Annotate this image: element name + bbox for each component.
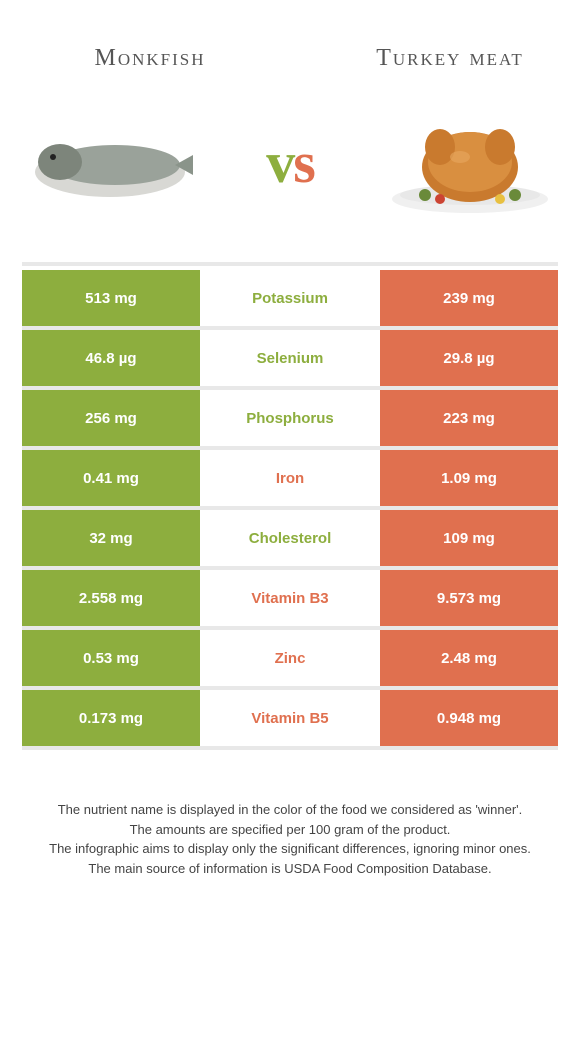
value-left: 46.8 µg xyxy=(22,330,200,386)
value-left: 2.558 mg xyxy=(22,570,200,626)
footer-line: The main source of information is USDA F… xyxy=(20,859,560,879)
nutrient-table: 513 mgPotassium239 mg46.8 µgSelenium29.8… xyxy=(22,262,558,750)
value-right: 29.8 µg xyxy=(380,330,558,386)
nutrient-row: 2.558 mgVitamin B39.573 mg xyxy=(22,566,558,626)
titles-row: Monkfish Turkey meat xyxy=(0,0,580,82)
value-right: 223 mg xyxy=(380,390,558,446)
vs-label: vs xyxy=(266,129,314,196)
nutrient-name: Potassium xyxy=(200,270,380,326)
hero-row: vs xyxy=(0,82,580,262)
value-right: 109 mg xyxy=(380,510,558,566)
nutrient-name: Selenium xyxy=(200,330,380,386)
nutrient-name: Vitamin B5 xyxy=(200,690,380,746)
nutrient-name: Iron xyxy=(200,450,380,506)
value-left: 513 mg xyxy=(22,270,200,326)
value-right: 9.573 mg xyxy=(380,570,558,626)
vs-s: s xyxy=(293,130,314,195)
nutrient-row: 256 mgPhosphorus223 mg xyxy=(22,386,558,446)
value-left: 0.41 mg xyxy=(22,450,200,506)
footer-line: The amounts are specified per 100 gram o… xyxy=(20,820,560,840)
nutrient-name: Cholesterol xyxy=(200,510,380,566)
food-right-title: Turkey meat xyxy=(360,45,540,72)
value-left: 32 mg xyxy=(22,510,200,566)
food-right-image xyxy=(380,102,560,222)
value-right: 1.09 mg xyxy=(380,450,558,506)
nutrient-name: Vitamin B3 xyxy=(200,570,380,626)
footer-notes: The nutrient name is displayed in the co… xyxy=(0,800,580,878)
nutrient-row: 32 mgCholesterol109 mg xyxy=(22,506,558,566)
nutrient-name: Zinc xyxy=(200,630,380,686)
value-left: 0.173 mg xyxy=(22,690,200,746)
nutrient-row: 513 mgPotassium239 mg xyxy=(22,266,558,326)
footer-line: The nutrient name is displayed in the co… xyxy=(20,800,560,820)
nutrient-row: 46.8 µgSelenium29.8 µg xyxy=(22,326,558,386)
value-right: 2.48 mg xyxy=(380,630,558,686)
value-right: 0.948 mg xyxy=(380,690,558,746)
nutrient-row: 0.173 mgVitamin B50.948 mg xyxy=(22,686,558,746)
value-left: 256 mg xyxy=(22,390,200,446)
nutrient-name: Phosphorus xyxy=(200,390,380,446)
value-right: 239 mg xyxy=(380,270,558,326)
value-left: 0.53 mg xyxy=(22,630,200,686)
footer-line: The infographic aims to display only the… xyxy=(20,839,560,859)
food-left-title: Monkfish xyxy=(40,45,260,72)
nutrient-row: 0.41 mgIron1.09 mg xyxy=(22,446,558,506)
food-left-image xyxy=(20,102,200,222)
vs-v: v xyxy=(266,130,293,195)
nutrient-row: 0.53 mgZinc2.48 mg xyxy=(22,626,558,686)
